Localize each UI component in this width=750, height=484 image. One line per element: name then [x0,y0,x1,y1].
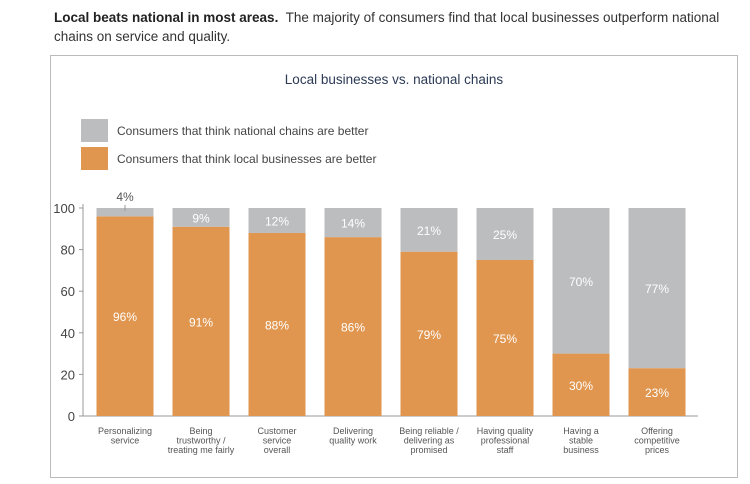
y-tick-label: 100 [53,201,75,216]
x-tick-label: Offering [641,426,673,436]
legend-item-national: Consumers that think national chains are… [81,119,368,142]
x-tick-label: promised [410,445,447,455]
y-tick-label: 80 [61,243,75,258]
y-tick-label: 60 [61,284,75,299]
bar-national [400,208,458,252]
x-tick-label: treating me fairly [168,445,235,455]
legend-swatch-national [81,119,108,142]
bar-local [324,237,382,416]
legend-label-local: Consumers that think local businesses ar… [117,151,377,166]
data-label-local: 75% [493,332,517,346]
intro-bold: Local beats national in most areas. [54,10,279,25]
data-label-national: 21% [417,224,441,238]
bar-local [248,232,306,416]
legend-swatch-local [81,147,108,170]
bar-national [172,208,230,227]
x-tick-label: Delivering [333,426,373,436]
data-label-national: 14% [341,217,365,231]
x-tick-label: competitive [634,436,680,446]
bar-national [248,208,306,233]
data-label-local: 79% [417,328,441,342]
bar-national [552,208,610,354]
x-tick-label: Having a [563,426,599,436]
bar-local [628,368,686,416]
x-tick-label: stable [569,436,593,446]
x-tick-label: professional [481,436,530,446]
x-tick-label: Personalizing [98,426,152,436]
x-tick-label: service [111,436,140,446]
y-tick-label: 40 [61,326,75,341]
data-label-local: 86% [341,321,365,335]
intro-text: Local beats national in most areas. The … [54,8,734,46]
data-label-national: 9% [192,211,210,225]
legend-item-local: Consumers that think local businesses ar… [81,147,376,170]
data-label-national: 70% [569,275,593,289]
bar-national [96,208,154,217]
data-label-national: 4% [116,190,134,204]
x-tick-label: Having quality [477,426,534,436]
x-tick-label: staff [497,445,514,455]
x-tick-label: business [563,445,599,455]
legend-label-national: Consumers that think national chains are… [117,123,369,138]
x-tick-label: Customer [257,426,296,436]
data-label-national: 25% [493,228,517,242]
bar-local [400,251,458,416]
data-label-local: 96% [113,310,137,324]
data-label-local: 88% [265,318,289,332]
bar-local [172,226,230,416]
bar-national [476,208,534,260]
data-label-local: 30% [569,379,593,393]
x-tick-label: trustworthy / [176,436,226,446]
data-label-local: 23% [645,386,669,400]
bar-local [552,353,610,416]
chart-title: Local businesses vs. national chains [284,72,504,87]
bar-local [476,260,534,416]
x-tick-label: Being reliable / [399,426,459,436]
data-label-local: 91% [189,315,213,329]
data-label-national: 12% [265,214,289,228]
data-label-national: 77% [645,282,669,296]
bar-national [324,208,382,238]
x-tick-label: Being [189,426,212,436]
y-tick-label: 0 [68,409,75,424]
bar-local [96,216,154,416]
intro-body: The majority of consumers find that loca… [54,10,720,44]
x-tick-label: delivering as [404,436,455,446]
chart-panel: Local businesses vs. national chains Con… [50,55,738,478]
y-tick-label: 20 [61,367,75,382]
x-tick-label: quality work [329,436,377,446]
x-tick-label: overall [264,445,291,455]
bar-national [628,208,686,369]
x-tick-label: prices [645,445,670,455]
x-tick-label: service [263,436,292,446]
